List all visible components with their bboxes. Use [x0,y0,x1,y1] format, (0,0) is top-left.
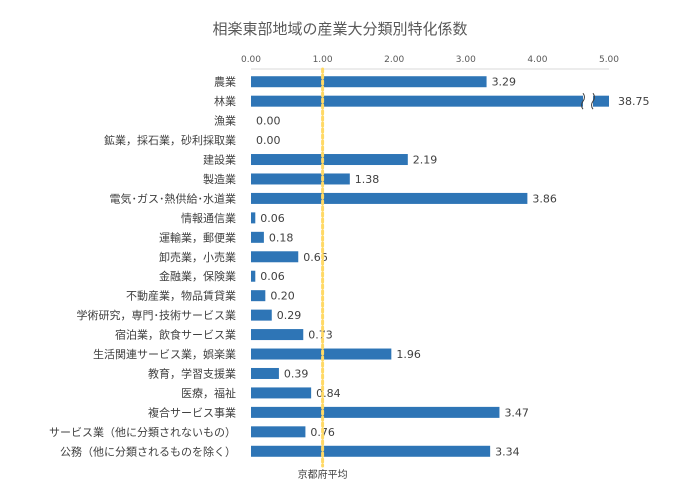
data-label: 0.29 [277,309,302,322]
category-label: 建設業 [203,153,236,167]
category-label: 運輸業，郵便業 [159,230,236,244]
data-label: 0.18 [269,231,294,244]
bar [251,445,491,457]
bar [251,290,266,302]
x-tick-label: 1.00 [313,55,333,65]
category-label: 金融業，保険業 [159,269,236,283]
data-label: 0.06 [260,212,285,225]
x-tick-label: 0.00 [241,55,261,65]
bar [251,309,272,321]
bar [251,270,256,282]
axis-break-mark [581,92,585,110]
category-label: 不動産業，物品賃貸業 [126,289,236,303]
data-label: 38.75 [618,95,650,108]
reference-line-group: 京都府平均 [298,67,348,481]
data-label: 0.20 [270,290,295,303]
bar [251,406,500,418]
data-label: 0.00 [256,134,281,147]
x-tick-label: 5.00 [599,55,619,65]
data-label: 3.29 [492,76,516,89]
data-label: 2.19 [413,154,438,167]
x-axis-ticks: 0.00 1.00 2.00 3.00 4.00 5.00 [241,55,619,65]
category-label: 教育，学習支援業 [148,366,236,380]
bar [251,95,609,107]
bar [251,154,408,166]
category-label: 情報通信業 [181,212,236,225]
data-label: 3.86 [532,192,557,205]
category-label: 複合サービス事業 [148,405,236,419]
category-label: 医療，福祉 [181,386,236,400]
category-label: 生活関連サービス業，娯楽業 [93,347,236,361]
data-label: 1.96 [396,348,421,361]
bar [251,231,264,243]
category-label: 農業 [214,75,236,89]
data-label: 0.73 [308,329,333,342]
category-label: 電気･ガス･熱供給･水道業 [110,191,237,205]
reference-line-label: 京都府平均 [298,468,348,481]
axis-break-gap [583,93,593,109]
bar [251,329,304,341]
x-tick-label: 3.00 [456,55,476,65]
bar [251,426,306,438]
category-label: サービス業（他に分類されないもの） [49,426,236,439]
category-label: 公務（他に分類されるものを除く） [60,444,236,458]
category-labels: 農業林業漁業鉱業，採石業，砂利採取業建設業製造業電気･ガス･熱供給･水道業情報通… [49,75,236,459]
bar [251,173,350,185]
x-tick-label: 2.00 [384,55,404,65]
category-label: 鉱業，採石業，砂利採取業 [104,133,236,147]
data-label: 0.39 [284,367,309,380]
bars [251,76,609,457]
data-label: 0.84 [316,387,341,400]
bar [251,367,279,379]
category-label: 漁業 [214,114,236,128]
category-label: 卸売業，小売業 [159,250,236,264]
bar [251,387,312,399]
x-tick-label: 4.00 [527,55,547,65]
data-label: 3.34 [495,445,520,458]
chart-title: 相楽東部地域の産業大分類別特化係数 [212,20,467,38]
data-label: 1.38 [355,173,380,186]
data-labels: 3.2938.750.000.002.191.383.860.060.180.6… [256,76,650,459]
data-label: 0.06 [260,270,285,283]
axis-break-mark [591,92,595,110]
category-label: 林業 [214,94,236,108]
bar [251,192,528,204]
data-label: 3.47 [504,406,529,419]
category-label: 学術研究，専門･技術サービス業 [77,308,237,322]
data-label: 0.00 [256,115,281,128]
category-label: 宿泊業，飲食サービス業 [115,328,236,342]
bar [251,251,299,263]
bar [251,76,487,88]
bar [251,212,256,224]
category-label: 製造業 [203,172,236,186]
